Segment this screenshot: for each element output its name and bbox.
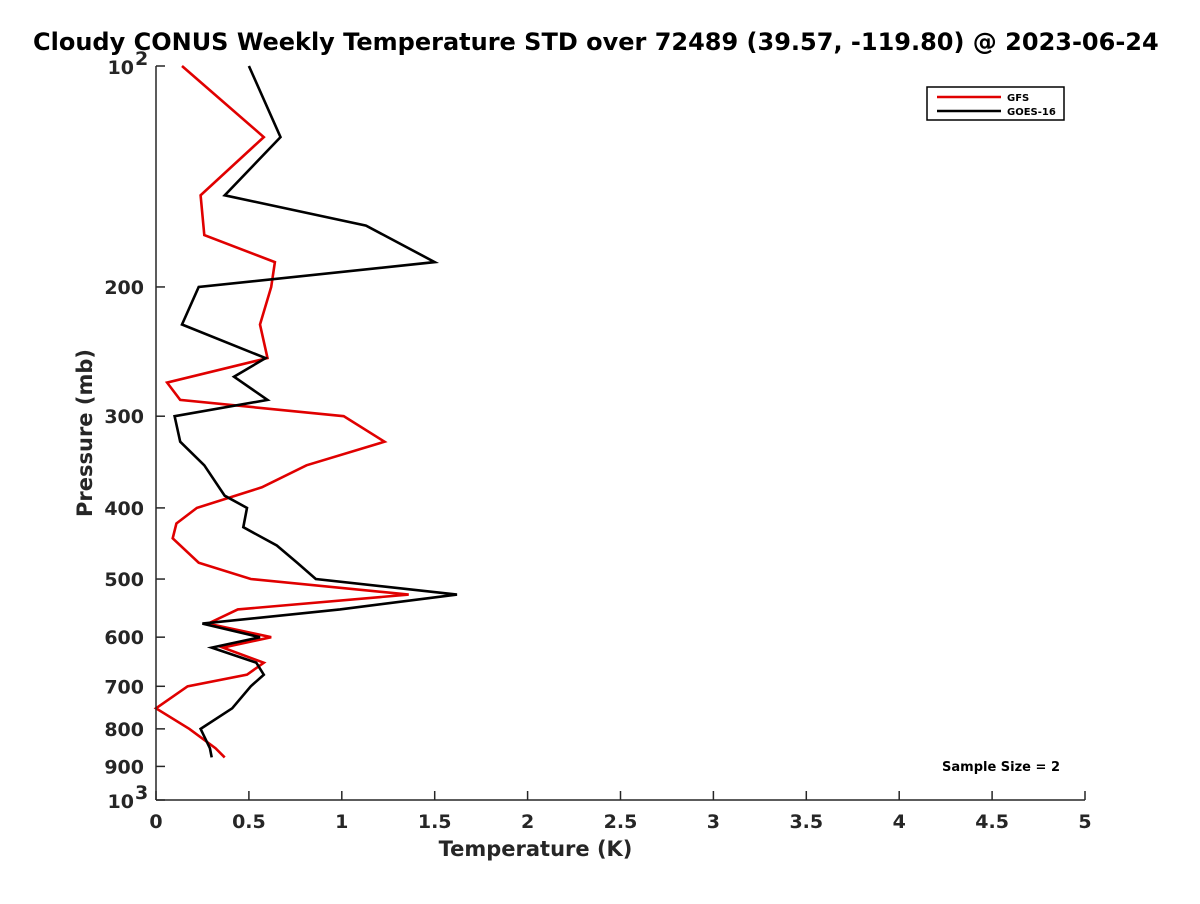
y-tick-exponent: 3 <box>135 782 148 804</box>
annotation-layer: Sample Size = 2 <box>942 760 1060 775</box>
x-tick-label: 2.5 <box>604 811 638 833</box>
x-tick-label: 1 <box>335 811 348 833</box>
y-axis-label: Pressure (mb) <box>73 349 97 517</box>
y-tick-label: 500 <box>104 569 144 591</box>
x-tick-label: 3 <box>707 811 720 833</box>
x-axis-label: Temperature (K) <box>439 837 633 861</box>
x-tick-label: 2 <box>521 811 534 833</box>
sample-size-annotation: Sample Size = 2 <box>942 760 1060 775</box>
x-tick-label: 0 <box>149 811 162 833</box>
y-tick-label: 10 <box>108 791 134 813</box>
y-tick-label: 400 <box>104 498 144 520</box>
series-layer <box>153 65 458 759</box>
series-line-gfs <box>153 65 409 759</box>
chart-title: Cloudy CONUS Weekly Temperature STD over… <box>33 28 1159 56</box>
y-tick-label: 200 <box>104 277 144 299</box>
y-tick-label: 300 <box>104 406 144 428</box>
series-line-goes-16 <box>173 65 458 758</box>
legend: GFS GOES-16 <box>926 86 1065 121</box>
y-tick-label: 800 <box>104 719 144 741</box>
x-tick-label: 5 <box>1078 811 1091 833</box>
y-tick-label: 10 <box>108 57 134 79</box>
y-tick-label: 700 <box>104 676 144 698</box>
axes-layer: 0 0.5 1 1.5 2 2.5 3 3.5 4 4.5 510 22003004005006007… <box>73 48 1092 861</box>
y-tick-label: 900 <box>104 756 144 778</box>
x-tick-label: 4.5 <box>975 811 1009 833</box>
x-tick-label: 0.5 <box>232 811 266 833</box>
x-tick-label: 4 <box>893 811 906 833</box>
legend-entry-label: GFS <box>1007 93 1029 104</box>
legend-entry-label: GOES-16 <box>1007 107 1056 118</box>
x-tick-label: 3.5 <box>789 811 823 833</box>
legend-box <box>926 86 1065 121</box>
y-tick-label: 600 <box>104 627 144 649</box>
y-tick-exponent: 2 <box>135 48 148 70</box>
x-tick-label: 1.5 <box>418 811 452 833</box>
